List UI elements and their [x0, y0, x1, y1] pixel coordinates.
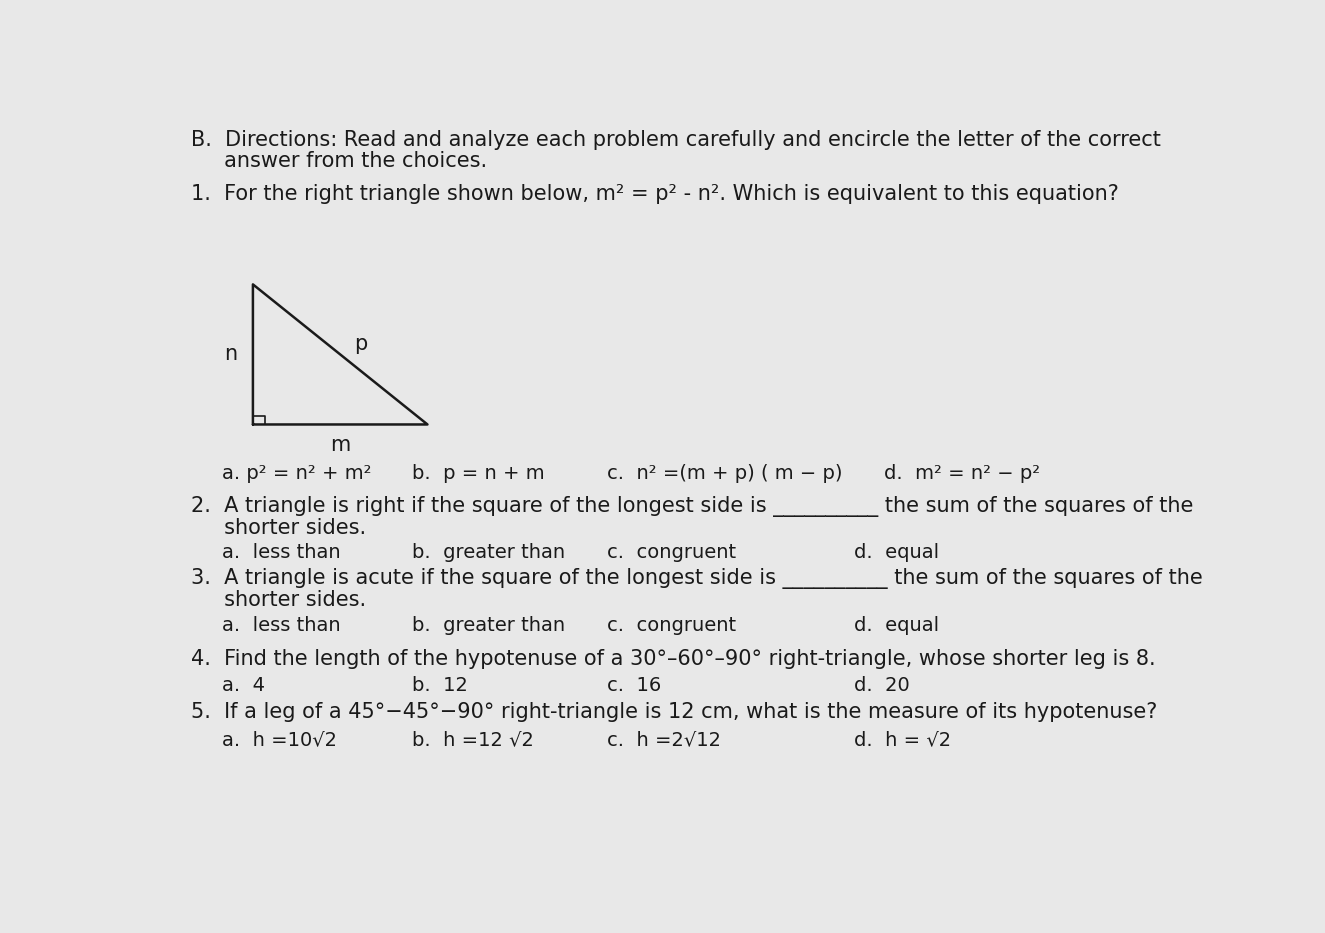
Text: c.  n² =(m + p) ( m − p): c. n² =(m + p) ( m − p) [607, 464, 843, 483]
Text: b.  p = n + m: b. p = n + m [412, 464, 545, 483]
Text: a.  less than: a. less than [223, 543, 341, 562]
Text: c.  congruent: c. congruent [607, 543, 737, 562]
Text: b.  h =12 √2: b. h =12 √2 [412, 730, 534, 749]
Text: a.  h =10√2: a. h =10√2 [223, 730, 337, 749]
Text: d.  20: d. 20 [853, 675, 909, 695]
Text: 3.  A triangle is acute if the square of the longest side is __________ the sum : 3. A triangle is acute if the square of … [191, 568, 1203, 589]
Text: p: p [354, 334, 367, 354]
Text: d.  m² = n² − p²: d. m² = n² − p² [885, 464, 1040, 483]
Text: c.  h =2√12: c. h =2√12 [607, 730, 721, 749]
Text: n: n [224, 344, 237, 365]
Text: 2.  A triangle is right if the square of the longest side is __________ the sum : 2. A triangle is right if the square of … [191, 496, 1194, 517]
Text: d.  h = √2: d. h = √2 [853, 730, 951, 749]
Text: answer from the choices.: answer from the choices. [191, 151, 488, 172]
Text: 5.  If a leg of a 45°−45°−90° right-triangle is 12 cm, what is the measure of it: 5. If a leg of a 45°−45°−90° right-trian… [191, 703, 1158, 722]
Text: d.  equal: d. equal [853, 617, 938, 635]
Text: b.  greater than: b. greater than [412, 543, 566, 562]
Text: shorter sides.: shorter sides. [191, 518, 367, 537]
Text: a. p² = n² + m²: a. p² = n² + m² [223, 464, 371, 483]
Text: B.  Directions: Read and analyze each problem carefully and encircle the letter : B. Directions: Read and analyze each pro… [191, 130, 1161, 150]
Text: d.  equal: d. equal [853, 543, 938, 562]
Text: b.  greater than: b. greater than [412, 617, 566, 635]
Text: a.  less than: a. less than [223, 617, 341, 635]
Text: c.  congruent: c. congruent [607, 617, 737, 635]
Text: b.  12: b. 12 [412, 675, 468, 695]
Text: m: m [330, 435, 350, 454]
Text: c.  16: c. 16 [607, 675, 661, 695]
Text: a.  4: a. 4 [223, 675, 265, 695]
Text: 4.  Find the length of the hypotenuse of a 30°–60°–90° right-triangle, whose sho: 4. Find the length of the hypotenuse of … [191, 649, 1155, 669]
Text: shorter sides.: shorter sides. [191, 590, 367, 609]
Text: 1.  For the right triangle shown below, m² = p² - n². Which is equivalent to thi: 1. For the right triangle shown below, m… [191, 184, 1120, 203]
